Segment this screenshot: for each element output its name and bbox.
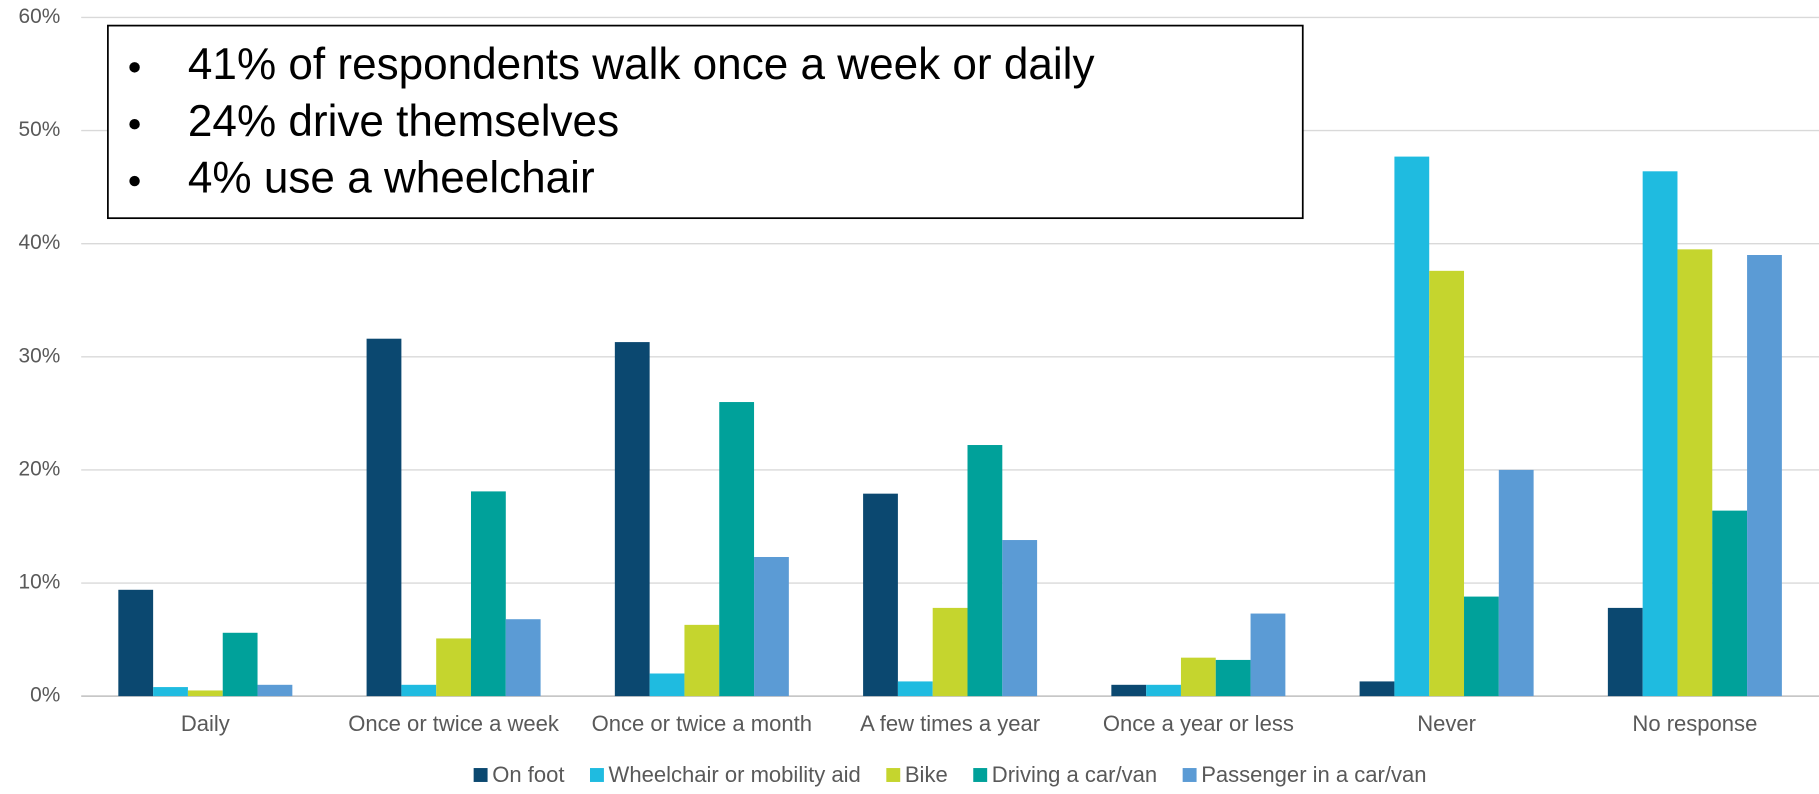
bar — [1747, 255, 1782, 697]
x-tick-label: Once or twice a month — [592, 711, 812, 736]
bar — [897, 681, 933, 697]
legend-swatch — [473, 768, 488, 782]
bullet — [129, 62, 140, 73]
bar — [153, 687, 188, 697]
x-tick-label: Never — [1417, 711, 1476, 736]
legend-label: Driving a car/van — [992, 762, 1157, 787]
bar — [222, 632, 258, 697]
bar — [1359, 681, 1395, 697]
bar — [401, 684, 437, 697]
y-tick-label: 60% — [19, 5, 61, 28]
bar — [1464, 596, 1499, 697]
legend-swatch — [1182, 768, 1197, 782]
legend-item: Driving a car/van — [973, 762, 1157, 787]
bullet — [129, 175, 140, 187]
bar — [967, 445, 1003, 697]
bar — [1111, 684, 1147, 697]
legend-label: Bike — [905, 762, 948, 787]
bar — [1642, 171, 1678, 697]
bar — [1498, 469, 1534, 697]
y-tick-label: 10% — [19, 571, 61, 594]
bar — [257, 684, 293, 697]
bar — [118, 589, 154, 697]
y-tick-label: 0% — [30, 684, 60, 707]
bar — [1677, 249, 1713, 697]
legend-swatch — [973, 768, 988, 782]
x-tick-label: Daily — [181, 711, 230, 736]
y-tick-label: 20% — [19, 457, 61, 480]
bar — [863, 493, 898, 697]
bar — [470, 491, 506, 697]
bar — [719, 402, 755, 697]
bar — [684, 624, 720, 697]
annotation: 4% use a wheelchair — [188, 154, 595, 203]
annotation: 24% drive themselves — [188, 97, 619, 146]
legend-item: Bike — [886, 762, 948, 787]
legend-item: On foot — [473, 762, 564, 787]
bar — [1250, 613, 1286, 697]
x-tick-label: Once or twice a week — [348, 711, 560, 736]
bar — [366, 338, 402, 697]
bar — [754, 556, 789, 697]
legend-swatch — [589, 768, 604, 782]
legend-label: Passenger in a car/van — [1201, 762, 1426, 787]
bar — [1215, 659, 1251, 697]
bar — [187, 690, 223, 697]
bar — [1712, 510, 1748, 697]
bar — [1002, 540, 1038, 697]
x-tick-label: A few times a year — [860, 711, 1040, 736]
annotation: 41% of respondents walk once a week or d… — [188, 40, 1095, 89]
x-tick-label: No response — [1632, 711, 1757, 736]
annotation-box — [107, 24, 1304, 220]
y-tick-label: 30% — [19, 344, 61, 367]
legend-swatch — [886, 768, 901, 782]
x-tick-label: Once a year or less — [1103, 711, 1294, 736]
bar — [436, 638, 471, 697]
y-tick-label: 40% — [19, 231, 61, 254]
bar — [1607, 607, 1643, 697]
y-tick-label: 50% — [19, 118, 61, 141]
bar — [1180, 657, 1216, 697]
bar — [614, 342, 650, 697]
legend-item: Wheelchair or mobility aid — [589, 762, 861, 787]
legend-label: On foot — [492, 762, 564, 787]
bar — [1429, 270, 1465, 697]
bullet — [129, 118, 140, 130]
bar — [1394, 156, 1430, 697]
legend-label: Wheelchair or mobility aid — [609, 762, 861, 787]
bar — [932, 607, 968, 697]
bar — [505, 619, 541, 697]
bar — [1146, 684, 1181, 697]
legend-item: Passenger in a car/van — [1182, 762, 1427, 787]
bar — [649, 673, 685, 697]
